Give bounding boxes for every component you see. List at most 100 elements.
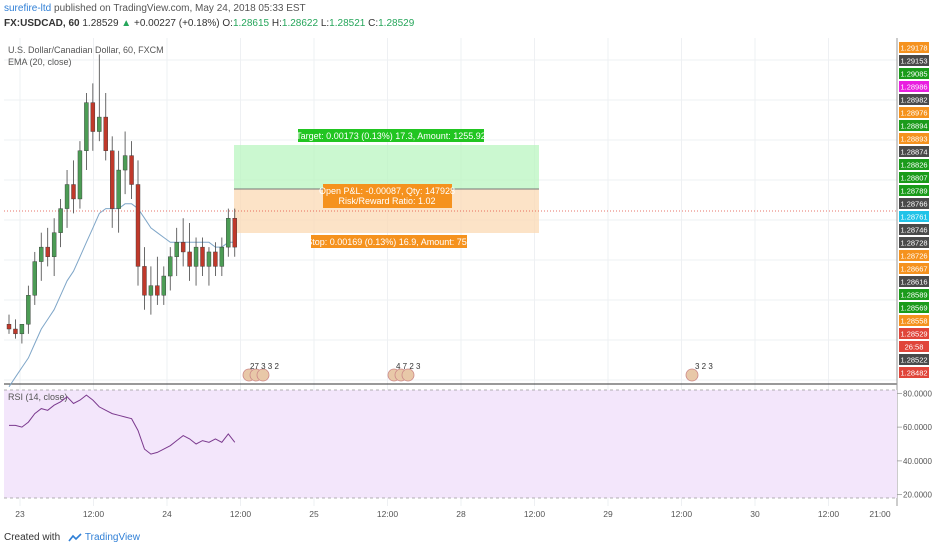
time-label[interactable]: 23: [15, 509, 25, 519]
time-label[interactable]: 30: [750, 509, 760, 519]
price-label-badge[interactable]: [899, 354, 929, 365]
time-label[interactable]: 12:00: [524, 509, 546, 519]
price-label-text: 1.28667: [900, 265, 927, 274]
price-label-badge[interactable]: [899, 263, 929, 274]
price-label-badge[interactable]: [899, 68, 929, 79]
candle-body[interactable]: [58, 208, 63, 233]
candle-body[interactable]: [148, 285, 154, 296]
candle-body[interactable]: [19, 323, 25, 335]
price-label-badge[interactable]: [899, 159, 929, 170]
author-link[interactable]: surefire-ltd: [4, 3, 52, 14]
price-label-badge[interactable]: [899, 185, 929, 196]
price-label-text: 1.28761: [900, 213, 927, 222]
target-zone[interactable]: [234, 145, 539, 189]
created-with-text: Created with: [4, 532, 61, 543]
ema-legend[interactable]: EMA (20, close): [8, 57, 72, 67]
candle-body[interactable]: [161, 275, 167, 296]
time-label[interactable]: 12:00: [377, 509, 399, 519]
high-value: 1.28622: [281, 18, 319, 29]
price-label-text: 1.28569: [900, 304, 927, 313]
price-label-badge[interactable]: [899, 237, 929, 248]
price-label-badge[interactable]: [899, 94, 929, 105]
candle-body[interactable]: [187, 251, 192, 267]
candle-body[interactable]: [51, 232, 57, 257]
price-change: +0.00227 (+0.18%): [133, 18, 220, 29]
candle-body[interactable]: [142, 266, 147, 296]
price-label-badge[interactable]: [899, 276, 929, 287]
pnl-badge[interactable]: [323, 184, 452, 208]
candle-body[interactable]: [200, 246, 205, 267]
candle-body[interactable]: [135, 184, 141, 267]
target-badge[interactable]: [298, 129, 484, 142]
stop-badge[interactable]: [311, 235, 467, 248]
price-label-badge[interactable]: [899, 302, 929, 313]
price-label-text: 26:58: [905, 343, 924, 352]
candle-body[interactable]: [122, 155, 128, 171]
time-label[interactable]: 12:00: [83, 509, 105, 519]
price-label-badge[interactable]: [899, 341, 929, 352]
time-label[interactable]: 24: [162, 509, 172, 519]
price-label-badge[interactable]: [899, 107, 929, 118]
time-label[interactable]: 12:00: [230, 509, 252, 519]
tradingview-brand[interactable]: TradingView: [84, 532, 140, 543]
price-label-badge[interactable]: [899, 146, 929, 157]
price-label-badge[interactable]: [899, 55, 929, 66]
price-label-text: 1.28482: [900, 369, 927, 378]
price-axis[interactable]: 1.29178 1.29153 1.29085 1.28986 1.28982 1.289…: [899, 42, 929, 378]
candle-body[interactable]: [90, 102, 96, 132]
price-label-badge[interactable]: [899, 81, 929, 92]
candle-body[interactable]: [97, 116, 102, 132]
time-label[interactable]: 29: [603, 509, 613, 519]
time-label[interactable]: 28: [456, 509, 466, 519]
candle-body[interactable]: [232, 218, 237, 248]
time-label[interactable]: 25: [309, 509, 319, 519]
candle-body[interactable]: [168, 256, 173, 277]
candle-body[interactable]: [155, 285, 160, 296]
candle-body[interactable]: [32, 261, 37, 296]
candle-body[interactable]: [116, 169, 121, 209]
event-marker[interactable]: 4 7 2 3: [387, 362, 421, 382]
candle-body[interactable]: [6, 323, 12, 330]
symbol-label[interactable]: FX:USDCAD, 60: [4, 18, 80, 29]
candle-body[interactable]: [39, 246, 44, 262]
time-label[interactable]: 21:00: [869, 509, 891, 519]
event-marker[interactable]: 27 3 3 2: [242, 362, 279, 382]
time-label[interactable]: 12:00: [671, 509, 693, 519]
candle-body[interactable]: [26, 295, 31, 325]
price-label-badge[interactable]: [899, 315, 929, 326]
candle-body[interactable]: [226, 218, 231, 248]
candle-body[interactable]: [129, 155, 134, 185]
price-label-badge[interactable]: [899, 224, 929, 235]
candle-body[interactable]: [180, 242, 186, 253]
price-label-badge[interactable]: [899, 172, 929, 183]
candle-body[interactable]: [45, 246, 50, 257]
price-label-badge[interactable]: [899, 289, 929, 300]
candle-body[interactable]: [77, 150, 83, 200]
candle-body[interactable]: [193, 246, 199, 267]
candle-body[interactable]: [213, 251, 218, 267]
price-label-badge[interactable]: [899, 328, 929, 339]
time-label[interactable]: 12:00: [818, 509, 840, 519]
candle-body[interactable]: [109, 150, 115, 209]
price-label-badge[interactable]: [899, 198, 929, 209]
chart-canvas[interactable]: U.S. Dollar/Canadian Dollar, 60, FXCM EM…: [0, 34, 932, 524]
chart-area[interactable]: U.S. Dollar/Canadian Dollar, 60, FXCM EM…: [0, 34, 932, 524]
candle-body[interactable]: [219, 246, 225, 267]
price-label-badge[interactable]: [899, 250, 929, 261]
price-label-text: 1.28728: [900, 239, 927, 248]
price-label-badge[interactable]: [899, 367, 929, 378]
candle-body[interactable]: [103, 116, 108, 151]
time-axis[interactable]: 23 12:00 24 12:00 25 12:00 28 12:00 29 12:00 30 12:…: [15, 509, 891, 519]
price-label-badge[interactable]: [899, 211, 929, 222]
candle-body[interactable]: [206, 251, 212, 267]
event-marker[interactable]: 3 2 3: [685, 362, 713, 382]
candle-body[interactable]: [64, 184, 70, 209]
rsi-legend[interactable]: RSI (14, close): [8, 392, 68, 402]
price-label-badge[interactable]: [899, 120, 929, 131]
candle-body[interactable]: [84, 102, 89, 151]
candle-body[interactable]: [13, 328, 18, 335]
price-label-badge[interactable]: [899, 42, 929, 53]
candle-body[interactable]: [71, 184, 76, 200]
price-label-badge[interactable]: [899, 133, 929, 144]
candle-body[interactable]: [174, 242, 179, 257]
